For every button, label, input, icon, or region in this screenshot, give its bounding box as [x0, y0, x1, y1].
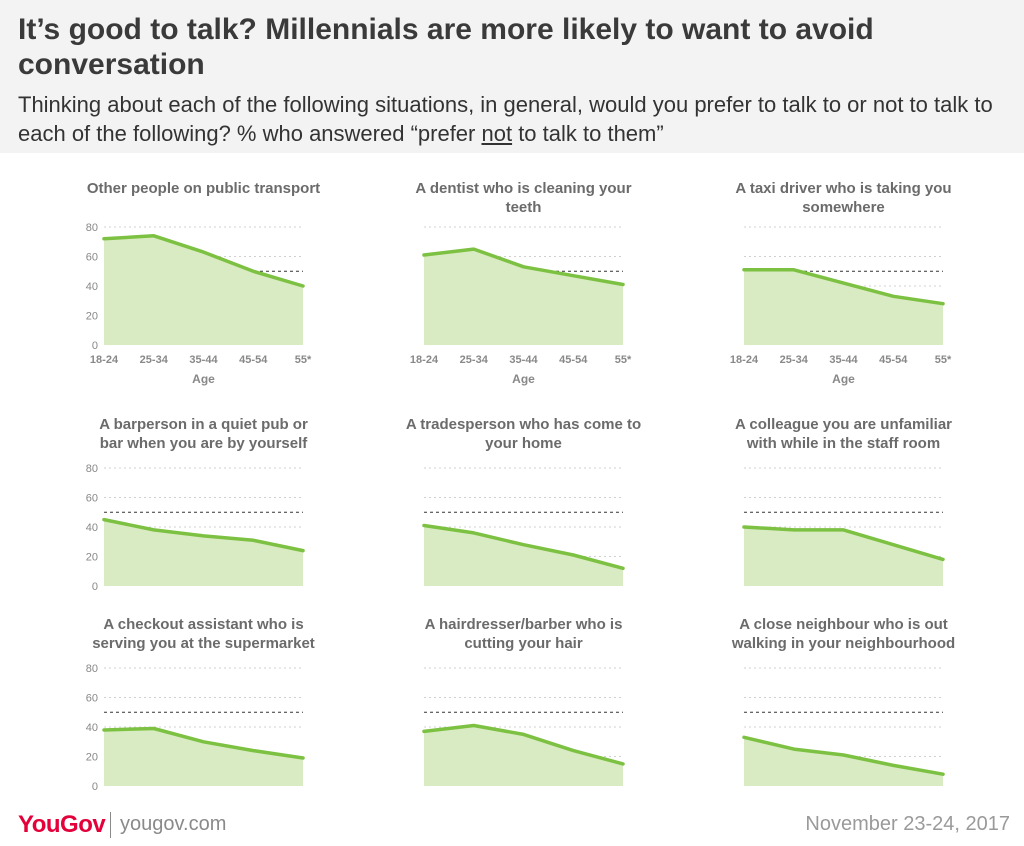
- area-fill: [424, 525, 623, 586]
- y-tick-label: 60: [86, 693, 98, 705]
- chart-panel-3: A taxi driver who is taking you somewhere…: [730, 180, 952, 386]
- chart-title: A checkout assistant who is serving you a…: [92, 616, 315, 652]
- chart-title: Other people on public transport: [87, 180, 320, 197]
- y-tick-label: 0: [92, 581, 98, 593]
- x-axis-label: Age: [512, 372, 535, 386]
- chart-title-line: A barperson in a quiet pub or: [99, 416, 308, 433]
- x-tick-label: 25-34: [460, 354, 489, 366]
- y-tick-label: 20: [86, 311, 98, 323]
- chart-title-line: cutting your hair: [464, 635, 583, 652]
- subtitle-text-after: to talk to them”: [512, 121, 664, 146]
- series-line: [742, 525, 945, 562]
- chart-panel-9: A close neighbour who is out walking in y…: [731, 616, 955, 786]
- y-tick-label: 80: [86, 663, 98, 675]
- x-tick-label: 45-54: [559, 354, 588, 366]
- series-line: [102, 726, 305, 760]
- x-axis-label: Age: [192, 372, 215, 386]
- chart-title-line: A checkout assistant who is: [103, 616, 303, 633]
- x-tick-label: 45-54: [239, 354, 268, 366]
- yougov-logo: YouGov: [18, 811, 106, 838]
- x-tick-label: 25-34: [140, 354, 169, 366]
- y-tick-label: 60: [86, 493, 98, 505]
- chart-title: A colleague you are unfamiliar with while…: [735, 416, 952, 452]
- x-tick-label: 55*: [935, 354, 952, 366]
- chart-title-line: A taxi driver who is taking you: [735, 180, 951, 197]
- chart-title: A close neighbour who is out walking in y…: [731, 616, 955, 652]
- chart-title: A barperson in a quiet pub or bar when yo…: [99, 416, 308, 452]
- x-tick-label: 35-44: [829, 354, 858, 366]
- area-fill: [104, 728, 303, 786]
- footer-date: November 23-24, 2017: [805, 813, 1010, 835]
- page-title: It’s good to talk? Millennials are more …: [18, 13, 874, 81]
- chart-title-line: A colleague you are unfamiliar: [735, 416, 952, 433]
- x-tick-label: 18-24: [90, 354, 119, 366]
- chart-panel-4: A barperson in a quiet pub or bar when yo…: [86, 416, 309, 593]
- chart-panel-1: Other people on public transport 0 20 40 60 8…: [86, 180, 320, 386]
- x-tick-label: 45-54: [879, 354, 908, 366]
- y-tick-label: 20: [86, 552, 98, 564]
- footer-divider: [110, 812, 111, 838]
- y-tick-label: 0: [92, 340, 98, 352]
- chart-title-line: with while in the staff room: [746, 435, 940, 452]
- x-axis-label: Age: [832, 372, 855, 386]
- x-tick-label: 35-44: [509, 354, 538, 366]
- series-line: [102, 234, 305, 288]
- x-tick-label: 35-44: [189, 354, 218, 366]
- chart-panel-2: A dentist who is cleaning your teeth 18-24…: [410, 180, 632, 386]
- chart-panel-8: A hairdresser/barber who is cutting your …: [422, 616, 625, 786]
- chart-title: A hairdresser/barber who is cutting your …: [425, 616, 623, 652]
- chart-panel-5: A tradesperson who has come to your home: [406, 416, 641, 586]
- x-tick-label: 25-34: [780, 354, 809, 366]
- y-tick-label: 40: [86, 522, 98, 534]
- subtitle-text-before: Thinking about each of the following sit…: [18, 92, 993, 146]
- series-line: [742, 735, 945, 776]
- chart-title: A tradesperson who has come to your home: [406, 416, 641, 452]
- series-line: [422, 247, 625, 287]
- area-fill: [744, 269, 943, 345]
- y-tick-label: 40: [86, 722, 98, 734]
- subtitle-emphasis: not: [481, 121, 513, 146]
- area-fill: [104, 519, 303, 586]
- chart-title-line: A tradesperson who has come to: [406, 416, 641, 433]
- series-line: [742, 268, 945, 306]
- chart-title-line: your home: [485, 435, 562, 452]
- small-multiples-charts: Other people on public transport 0 20 40 60 8…: [86, 180, 955, 793]
- x-tick-label: 55*: [295, 354, 312, 366]
- page-subtitle: Thinking about each of the following sit…: [18, 90, 1008, 148]
- area-fill: [744, 527, 943, 586]
- y-tick-label: 80: [86, 463, 98, 475]
- chart-title-line: walking in your neighbourhood: [731, 635, 955, 652]
- area-fill: [424, 725, 623, 786]
- chart-title-line: A close neighbour who is out: [739, 616, 948, 633]
- chart-title-line: somewhere: [802, 199, 885, 216]
- chart-panel-7: A checkout assistant who is serving you a…: [86, 616, 315, 793]
- chart-title-line: serving you at the supermarket: [92, 635, 315, 652]
- chart-panel-6: A colleague you are unfamiliar with while…: [735, 416, 952, 586]
- chart-title: A dentist who is cleaning your teeth: [415, 180, 631, 216]
- series-line: [422, 723, 625, 766]
- header-band: It’s good to talk? Millennials are more …: [0, 0, 1024, 153]
- y-tick-label: 40: [86, 281, 98, 293]
- x-tick-label: 18-24: [410, 354, 439, 366]
- chart-title-line: A hairdresser/barber who is: [425, 616, 623, 633]
- y-tick-label: 0: [92, 781, 98, 793]
- area-fill: [424, 249, 623, 345]
- y-tick-label: 20: [86, 752, 98, 764]
- x-tick-label: 55*: [615, 354, 632, 366]
- chart-title-line: Other people on public transport: [87, 180, 320, 197]
- chart-title-line: A dentist who is cleaning your: [415, 180, 631, 197]
- area-fill: [104, 235, 303, 345]
- chart-title-line: bar when you are by yourself: [100, 435, 309, 452]
- y-tick-label: 80: [86, 222, 98, 234]
- y-tick-label: 60: [86, 252, 98, 264]
- series-line: [102, 517, 305, 553]
- chart-title-line: teeth: [506, 199, 542, 216]
- chart-title: A taxi driver who is taking you somewhere: [735, 180, 951, 216]
- footer-url: yougov.com: [120, 813, 227, 835]
- series-line: [422, 523, 625, 571]
- x-tick-label: 18-24: [730, 354, 759, 366]
